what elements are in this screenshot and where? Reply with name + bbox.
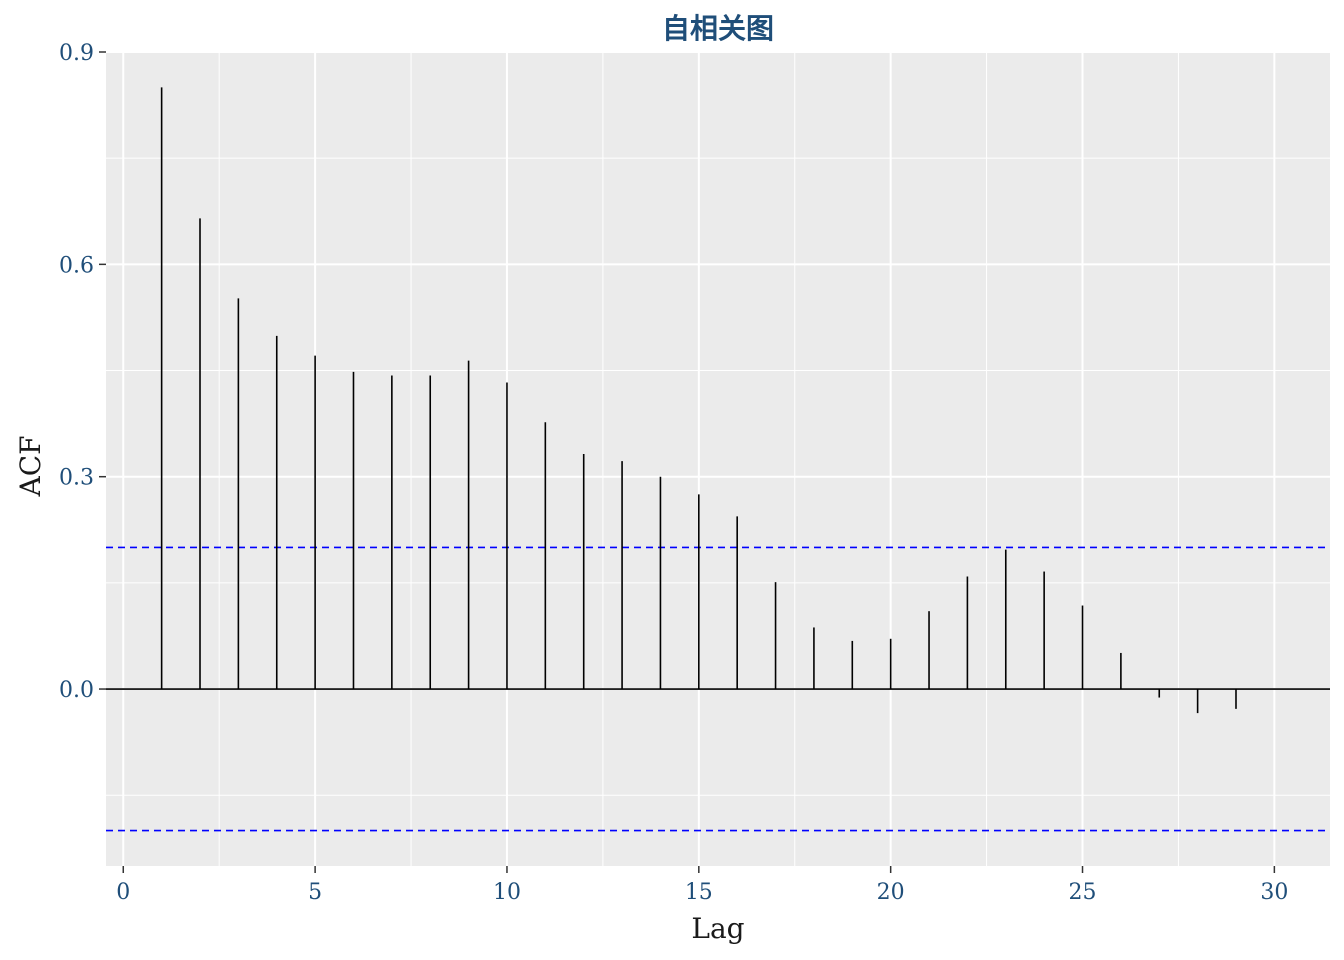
x-tick-label: 30	[1260, 880, 1288, 905]
x-tick-label: 25	[1069, 880, 1097, 905]
y-tick-label: 0.3	[59, 466, 94, 491]
x-axis-label: Lag	[691, 912, 744, 945]
x-axis-ticks: 0 5 10 15 20 25 30	[116, 866, 1288, 905]
y-axis-label: ACF	[14, 435, 47, 497]
chart-title: 自相关图	[662, 12, 774, 45]
acf-bars	[160, 87, 1237, 714]
x-tick-label: 15	[685, 880, 713, 905]
x-tick-label: 0	[116, 880, 130, 905]
y-tick-label: 0.9	[59, 41, 94, 66]
y-tick-label: 0.0	[59, 678, 94, 703]
confidence-bands	[106, 546, 1330, 832]
y-axis-ticks: 0.0 0.3 0.6 0.9	[59, 41, 106, 703]
y-tick-label: 0.6	[59, 253, 94, 278]
plot-panel	[106, 52, 1330, 866]
x-tick-label: 20	[877, 880, 905, 905]
x-tick-label: 5	[308, 880, 322, 905]
x-tick-label: 10	[493, 880, 521, 905]
